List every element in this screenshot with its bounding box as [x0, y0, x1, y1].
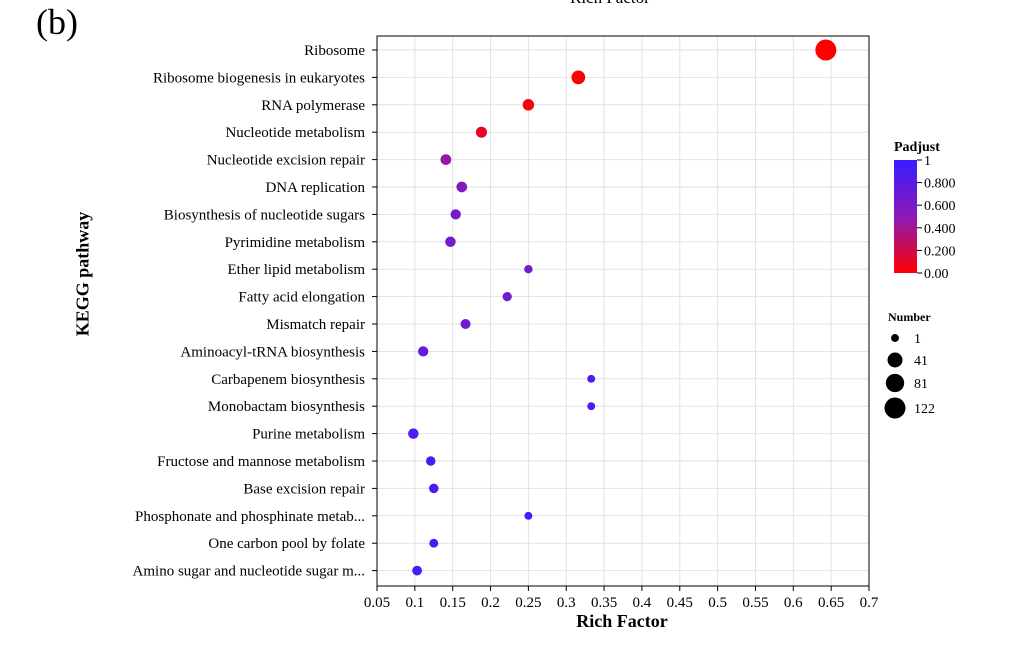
x-tick-label: 0.5: [708, 595, 727, 611]
y-tick-label: Fructose and mannose metabolism: [157, 454, 365, 470]
x-axis-title: Rich Factor: [576, 611, 668, 631]
data-point[interactable]: [522, 99, 535, 111]
data-point[interactable]: [571, 70, 586, 85]
data-point[interactable]: [445, 236, 456, 248]
top-cut-axis-title: Rich Factor: [570, 0, 650, 8]
y-tick-label: Pyrimidine metabolism: [225, 235, 366, 251]
y-tick-label: Purine metabolism: [252, 427, 365, 443]
data-point[interactable]: [587, 402, 596, 411]
x-tick-label: 0.65: [818, 595, 844, 611]
data-point[interactable]: [502, 291, 512, 302]
x-tick-label: 0.3: [557, 595, 576, 611]
size-legend-circle: [885, 373, 905, 393]
color-bar-label: 0.600: [924, 199, 956, 214]
y-tick-label: Biosynthesis of nucleotide sugars: [164, 207, 365, 223]
y-tick-label: Fatty acid elongation: [238, 290, 365, 306]
color-bar-label: 0.00: [924, 267, 949, 282]
color-bar-label: 0.200: [924, 244, 956, 259]
y-tick-label: RNA polymerase: [261, 98, 365, 114]
panel-label: (b): [36, 2, 78, 42]
y-tick-label: Carbapenem biosynthesis: [211, 372, 365, 388]
y-tick-label: Ribosome: [304, 43, 365, 59]
size-legend-circle: [887, 352, 903, 368]
x-tick-label: 0.1: [405, 595, 424, 611]
grid-lines: [377, 36, 869, 586]
plot-frame: [376, 35, 870, 587]
data-point[interactable]: [475, 126, 488, 138]
x-tick-label: 0.35: [591, 595, 617, 611]
y-tick-label: Mismatch repair: [266, 317, 365, 333]
color-legend-title: Padjust: [894, 140, 940, 155]
color-bar: [894, 160, 917, 273]
data-point[interactable]: [425, 456, 436, 466]
x-tick-label: 0.15: [440, 595, 466, 611]
size-legend-circle: [891, 334, 899, 342]
data-point[interactable]: [418, 346, 429, 357]
y-tick-label: Base excision repair: [243, 481, 365, 497]
size-legend-label: 41: [914, 354, 928, 369]
data-point[interactable]: [450, 209, 461, 220]
data-point[interactable]: [408, 428, 419, 439]
data-point[interactable]: [440, 154, 452, 165]
data-point[interactable]: [456, 181, 468, 193]
y-tick-label: Nucleotide excision repair: [207, 153, 365, 169]
data-point[interactable]: [412, 565, 423, 576]
size-legend-title: Number: [888, 310, 931, 324]
data-point[interactable]: [524, 511, 533, 520]
x-tick-label: 0.2: [481, 595, 500, 611]
x-tick-label: 0.45: [667, 595, 693, 611]
data-point[interactable]: [524, 264, 533, 274]
data-point[interactable]: [815, 39, 837, 61]
color-bar-label: 0.800: [924, 177, 956, 192]
y-tick-label: Phosphonate and phosphinate metab...: [135, 509, 365, 525]
y-tick-label: Monobactam biosynthesis: [208, 399, 365, 415]
data-point[interactable]: [429, 483, 439, 494]
y-tick-label: One carbon pool by folate: [208, 536, 365, 552]
y-tick-label: Amino sugar and nucleotide sugar m...: [133, 564, 365, 580]
data-point[interactable]: [429, 538, 439, 548]
x-tick-label: 0.4: [633, 595, 652, 611]
size-legend-label: 122: [914, 402, 935, 417]
data-point[interactable]: [460, 318, 471, 330]
y-tick-label: Ribosome biogenesis in eukaryotes: [153, 70, 365, 86]
color-bar-label: 1: [924, 154, 931, 169]
x-tick-label: 0.05: [364, 595, 390, 611]
x-tick-label: 0.7: [860, 595, 879, 611]
y-tick-label: Nucleotide metabolism: [225, 125, 365, 141]
x-tick-label: 0.25: [515, 595, 541, 611]
size-legend-circle: [884, 397, 906, 419]
x-tick-label: 0.55: [742, 595, 768, 611]
size-legend-label: 1: [914, 332, 921, 347]
color-bar-label: 0.400: [924, 222, 956, 237]
x-tick-label: 0.6: [784, 595, 803, 611]
y-tick-label: DNA replication: [265, 180, 365, 196]
data-point[interactable]: [587, 374, 596, 383]
y-tick-label: Aminoacyl-tRNA biosynthesis: [180, 344, 365, 360]
size-legend-label: 81: [914, 377, 928, 392]
y-tick-label: Ether lipid metabolism: [228, 262, 366, 278]
